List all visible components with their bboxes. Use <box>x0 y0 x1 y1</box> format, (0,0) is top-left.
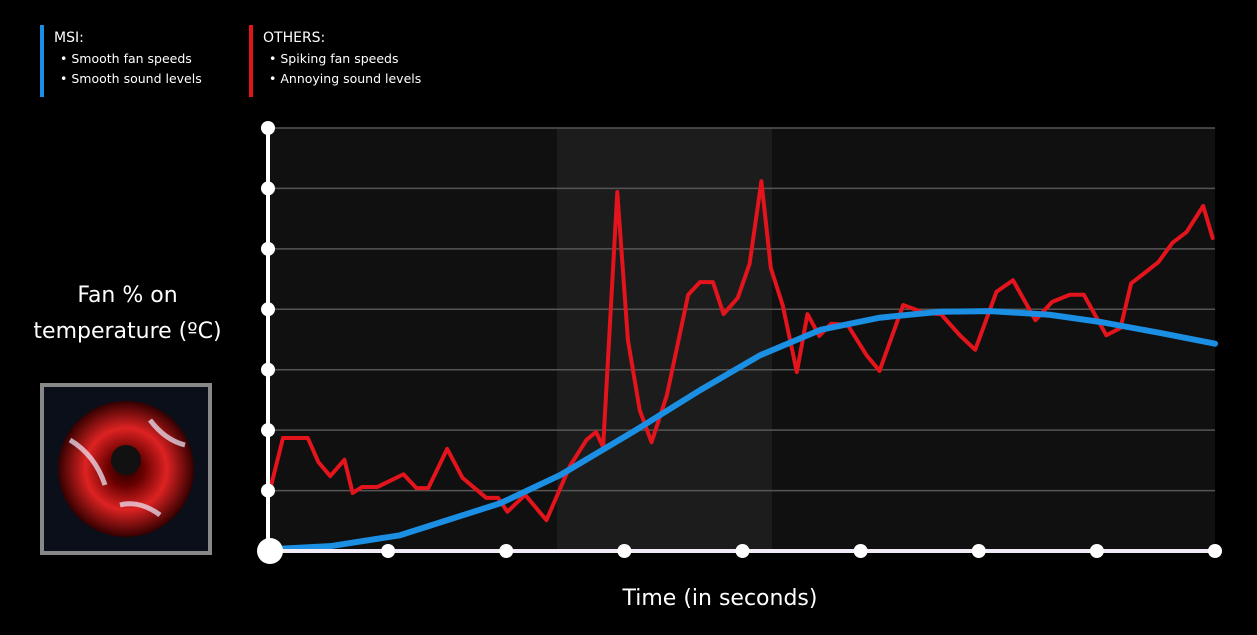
series-line <box>267 308 1218 553</box>
y-axis-label: Fan % on temperature (ºC) <box>33 283 222 344</box>
legend-label: MSI: <box>54 30 84 46</box>
x-tick <box>1208 544 1222 558</box>
legend-note: Spiking fan speeds <box>263 51 421 66</box>
x-tick <box>257 538 283 564</box>
x-tick <box>1089 544 1104 558</box>
y-tick <box>261 302 275 317</box>
x-tick <box>853 544 868 558</box>
x-tick <box>617 544 632 558</box>
x-tick <box>971 544 986 558</box>
fan-highlight <box>68 418 186 518</box>
y-tick <box>261 362 275 377</box>
x-tick <box>381 544 396 558</box>
legend-entry: OTHERS: Spiking fan speeds Annoying sound … <box>249 25 421 97</box>
legend-note: Smooth fan speeds <box>54 51 202 66</box>
legend-entry: MSI: Smooth fan speeds Smooth sound levels <box>40 25 202 97</box>
legend-note: Annoying sound levels <box>263 71 421 86</box>
y-tick <box>261 423 275 438</box>
y-tick <box>261 121 275 135</box>
x-tick <box>499 544 514 558</box>
x-axis-label: Time (in seconds) <box>622 586 818 611</box>
legend-label: OTHERS: <box>263 30 326 46</box>
x-tick <box>735 544 750 558</box>
legend-note: Smooth sound levels <box>54 71 201 86</box>
y-tick <box>261 483 275 498</box>
fan-hub <box>111 445 141 475</box>
highlight-band <box>557 128 772 551</box>
series-line <box>268 179 1215 523</box>
y-tick <box>261 181 275 196</box>
y-tick <box>261 241 275 256</box>
